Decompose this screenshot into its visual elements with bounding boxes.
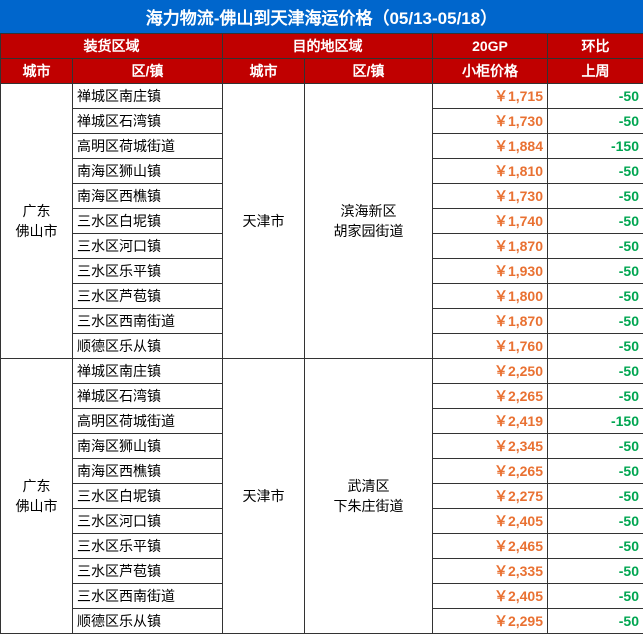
src-district-cell: 高明区荷城街道 [73,134,223,159]
price-cell: ￥2,465 [433,534,548,559]
header-price-top: 20GP [433,34,548,59]
src-district-cell: 三水区芦苞镇 [73,284,223,309]
delta-cell: -50 [548,359,643,384]
price-cell: ￥2,250 [433,359,548,384]
dest-district-cell: 武清区 下朱庄街道 [305,359,433,634]
delta-cell: -50 [548,559,643,584]
delta-cell: -50 [548,209,643,234]
price-cell: ￥1,715 [433,84,548,109]
price-cell: ￥1,740 [433,209,548,234]
price-table: 装货区域 目的地区域 20GP 环比 城市 区/镇 城市 区/镇 小柜价格 上周… [0,33,643,634]
table-row: 广东 佛山市禅城区南庄镇天津市武清区 下朱庄街道￥2,250-50 [1,359,643,384]
delta-cell: -50 [548,434,643,459]
src-city-cell: 广东 佛山市 [1,359,73,634]
src-district-cell: 禅城区南庄镇 [73,359,223,384]
src-district-cell: 三水区河口镇 [73,509,223,534]
price-cell: ￥2,295 [433,609,548,634]
header-delta-sub: 上周 [548,59,643,84]
header-dest-area: 目的地区域 [223,34,433,59]
price-cell: ￥2,405 [433,584,548,609]
src-city-cell: 广东 佛山市 [1,84,73,359]
table-body: 广东 佛山市禅城区南庄镇天津市滨海新区 胡家园街道￥1,715-50禅城区石湾镇… [1,84,643,634]
header-src-district: 区/镇 [73,59,223,84]
src-district-cell: 南海区西樵镇 [73,459,223,484]
header-delta-top: 环比 [548,34,643,59]
price-cell: ￥2,275 [433,484,548,509]
header-source-area: 装货区域 [1,34,223,59]
header-price-sub: 小柜价格 [433,59,548,84]
delta-cell: -50 [548,309,643,334]
delta-cell: -50 [548,534,643,559]
delta-cell: -50 [548,584,643,609]
price-cell: ￥2,335 [433,559,548,584]
price-cell: ￥1,810 [433,159,548,184]
table-header: 装货区域 目的地区域 20GP 环比 城市 区/镇 城市 区/镇 小柜价格 上周 [1,34,643,84]
src-district-cell: 三水区西南街道 [73,584,223,609]
src-district-cell: 禅城区南庄镇 [73,84,223,109]
dest-district-cell: 滨海新区 胡家园街道 [305,84,433,359]
dest-city-cell: 天津市 [223,84,305,359]
price-table-container: 海力物流-佛山到天津海运价格（05/13-05/18） 装货区域 目的地区域 2… [0,0,643,634]
delta-cell: -50 [548,609,643,634]
src-district-cell: 顺德区乐从镇 [73,609,223,634]
price-cell: ￥2,265 [433,384,548,409]
table-title: 海力物流-佛山到天津海运价格（05/13-05/18） [0,0,643,33]
price-cell: ￥2,345 [433,434,548,459]
delta-cell: -50 [548,234,643,259]
src-district-cell: 禅城区石湾镇 [73,384,223,409]
delta-cell: -150 [548,409,643,434]
delta-cell: -50 [548,284,643,309]
src-district-cell: 南海区狮山镇 [73,434,223,459]
delta-cell: -50 [548,484,643,509]
price-cell: ￥1,884 [433,134,548,159]
src-district-cell: 南海区西樵镇 [73,184,223,209]
header-dest-district: 区/镇 [305,59,433,84]
price-cell: ￥1,870 [433,309,548,334]
header-dest-city: 城市 [223,59,305,84]
price-cell: ￥1,930 [433,259,548,284]
price-cell: ￥1,730 [433,109,548,134]
delta-cell: -150 [548,134,643,159]
src-district-cell: 高明区荷城街道 [73,409,223,434]
delta-cell: -50 [548,259,643,284]
src-district-cell: 三水区白坭镇 [73,209,223,234]
delta-cell: -50 [548,384,643,409]
price-cell: ￥1,870 [433,234,548,259]
table-row: 广东 佛山市禅城区南庄镇天津市滨海新区 胡家园街道￥1,715-50 [1,84,643,109]
price-cell: ￥1,800 [433,284,548,309]
delta-cell: -50 [548,459,643,484]
dest-city-cell: 天津市 [223,359,305,634]
price-cell: ￥1,730 [433,184,548,209]
delta-cell: -50 [548,109,643,134]
price-cell: ￥2,405 [433,509,548,534]
price-cell: ￥1,760 [433,334,548,359]
src-district-cell: 三水区西南街道 [73,309,223,334]
delta-cell: -50 [548,509,643,534]
src-district-cell: 顺德区乐从镇 [73,334,223,359]
delta-cell: -50 [548,334,643,359]
src-district-cell: 三水区乐平镇 [73,259,223,284]
src-district-cell: 南海区狮山镇 [73,159,223,184]
src-district-cell: 三水区白坭镇 [73,484,223,509]
src-district-cell: 三水区乐平镇 [73,534,223,559]
header-src-city: 城市 [1,59,73,84]
src-district-cell: 禅城区石湾镇 [73,109,223,134]
src-district-cell: 三水区芦苞镇 [73,559,223,584]
price-cell: ￥2,265 [433,459,548,484]
delta-cell: -50 [548,184,643,209]
delta-cell: -50 [548,159,643,184]
delta-cell: -50 [548,84,643,109]
price-cell: ￥2,419 [433,409,548,434]
src-district-cell: 三水区河口镇 [73,234,223,259]
